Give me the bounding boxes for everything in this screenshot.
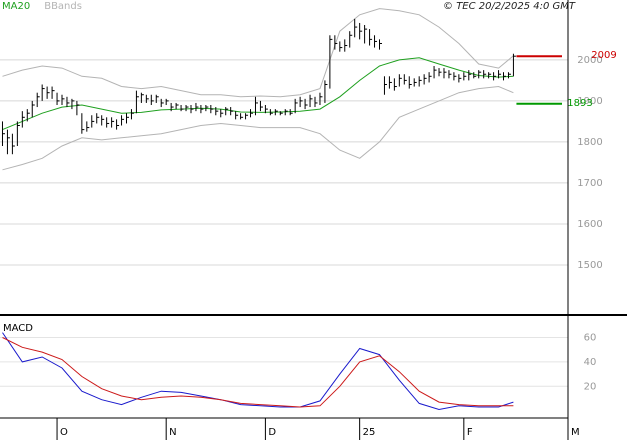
y-tick-label: 60	[584, 333, 597, 344]
x-tick-label: F	[467, 427, 473, 438]
x-tick-label: M	[571, 427, 580, 438]
y-tick-label: 1800	[577, 137, 602, 148]
x-tick-label: O	[60, 427, 68, 438]
bband-upper	[2, 8, 514, 98]
x-tick-label: N	[169, 427, 176, 438]
y-tick-label: 40	[584, 357, 597, 368]
y-tick-label: 20	[584, 381, 597, 392]
moving-average	[2, 57, 514, 131]
level-label: 1893	[567, 98, 592, 109]
y-tick-label: 2000	[577, 55, 602, 66]
x-tick-label: D	[268, 427, 276, 438]
macd-title: MACD	[3, 323, 33, 334]
macd-line	[2, 337, 514, 408]
y-tick-label: 1900	[577, 96, 602, 107]
x-tick-label: 25	[363, 427, 376, 438]
level-label: 2009	[591, 50, 616, 61]
macd-line	[2, 332, 514, 411]
y-tick-label: 1700	[577, 178, 602, 189]
bband-lower	[2, 85, 514, 171]
source: © TEC 20/2/2025 4:0 GMT	[443, 1, 576, 12]
y-tick-label: 1500	[577, 260, 602, 271]
y-tick-label: 1600	[577, 219, 602, 230]
legend-entry: MA20	[2, 1, 30, 12]
legend-entry: BBands	[44, 1, 82, 12]
